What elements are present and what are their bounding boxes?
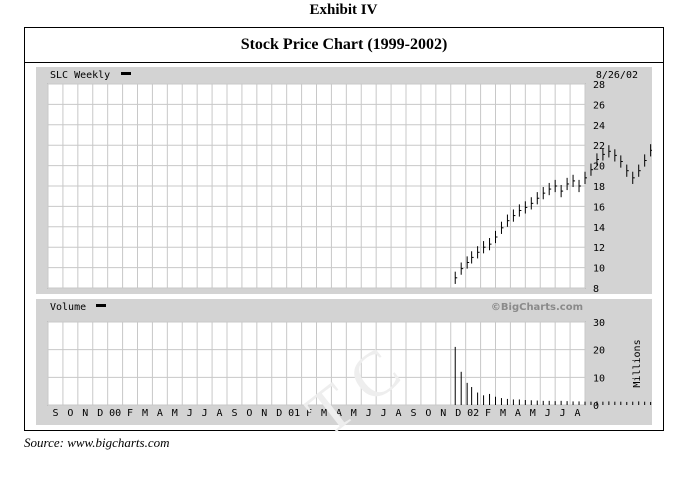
- volume-title: Volume: [50, 302, 86, 313]
- chart-frame: Stock Price Chart (1999-2002): [24, 27, 664, 431]
- volume-y-tick: 10: [593, 373, 605, 384]
- x-tick-label: A: [515, 408, 521, 419]
- x-tick-label: A: [336, 408, 342, 419]
- price-y-tick: 24: [593, 121, 605, 132]
- x-tick-label: S: [231, 408, 237, 419]
- price-y-tick: 8: [593, 284, 599, 295]
- x-tick-label: S: [52, 408, 58, 419]
- price-y-tick: 26: [593, 100, 605, 111]
- x-tick-label: 01: [288, 408, 300, 419]
- price-date: 8/26/02: [596, 70, 638, 81]
- x-tick-label: N: [82, 408, 88, 419]
- x-tick-label: F: [127, 408, 133, 419]
- x-tick-label: M: [500, 408, 506, 419]
- price-header: [36, 67, 652, 81]
- x-tick-label: F: [485, 408, 491, 419]
- x-tick-label: J: [202, 408, 208, 419]
- volume-y-tick: 20: [593, 346, 605, 357]
- price-y-tick: 18: [593, 182, 605, 193]
- x-tick-label: S: [410, 408, 416, 419]
- x-tick-label: D: [276, 408, 282, 419]
- volume-y-label: Millions: [632, 339, 643, 387]
- x-tick-label: M: [351, 408, 357, 419]
- x-tick-label: D: [97, 408, 103, 419]
- x-tick-label: 00: [109, 408, 121, 419]
- x-tick-label: A: [217, 408, 223, 419]
- x-tick-label: N: [261, 408, 267, 419]
- x-tick-label: O: [246, 408, 252, 419]
- price-y-tick: 22: [593, 141, 605, 152]
- volume-header: [36, 299, 652, 313]
- x-tick-label: J: [560, 408, 566, 419]
- chart-frame-title: Stock Price Chart (1999-2002): [25, 28, 663, 63]
- x-tick-label: J: [381, 408, 387, 419]
- x-tick-label: O: [425, 408, 431, 419]
- x-tick-label: N: [440, 408, 446, 419]
- x-tick-label: 02: [467, 408, 479, 419]
- x-tick-label: F: [306, 408, 312, 419]
- price-title: SLC Weekly: [50, 70, 110, 81]
- x-tick-label: O: [67, 408, 73, 419]
- price-y-tick: 10: [593, 264, 605, 275]
- x-tick-label: M: [321, 408, 327, 419]
- x-tick-label: M: [142, 408, 148, 419]
- x-tick-label: J: [366, 408, 372, 419]
- x-tick-label: A: [575, 408, 581, 419]
- stock-chart: SLC Weekly 8/26/02 8 10 12 14 16 18 20 22 24 26 28 V…: [36, 67, 652, 425]
- stock-chart-svg: SLC Weekly 8/26/02 8 10 12 14 16 18 20 22 24 26 28 V…: [36, 67, 652, 425]
- volume-legend-swatch: [96, 304, 106, 307]
- x-tick-label: J: [545, 408, 551, 419]
- price-panel: SLC Weekly 8/26/02 8 10 12 14 16 18 20 22 24 26 28: [36, 67, 652, 295]
- x-tick-label: A: [157, 408, 163, 419]
- x-tick-label: M: [172, 408, 178, 419]
- price-y-tick: 20: [593, 162, 605, 173]
- price-y-tick: 28: [593, 80, 605, 91]
- bigcharts-watermark: ©BigCharts.com: [491, 302, 583, 313]
- exhibit-label: Exhibit IV: [309, 2, 378, 18]
- x-tick-label: M: [530, 408, 536, 419]
- x-tick-label: A: [396, 408, 402, 419]
- source-note: Source: www.bigcharts.com: [24, 435, 170, 450]
- price-y-tick: 16: [593, 202, 605, 213]
- price-y-tick: 12: [593, 243, 605, 254]
- volume-y-tick: 0: [593, 401, 599, 412]
- price-y-tick: 14: [593, 223, 605, 234]
- price-legend-swatch: [121, 72, 131, 75]
- x-tick-label: J: [187, 408, 193, 419]
- volume-y-tick: 30: [593, 318, 605, 329]
- x-tick-label: D: [455, 408, 461, 419]
